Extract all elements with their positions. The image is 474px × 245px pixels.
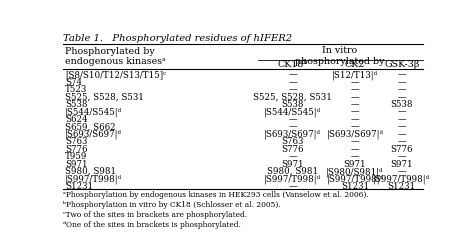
Text: —: —	[398, 152, 406, 161]
Text: —: —	[398, 115, 406, 124]
Text: |S544/S545|ᵈ: |S544/S545|ᵈ	[264, 108, 321, 117]
Text: ᵇPhosphorylation in vitro by CK18 (Schlosser et al. 2005).: ᵇPhosphorylation in vitro by CK18 (Schlo…	[63, 201, 281, 209]
Text: —: —	[288, 182, 297, 191]
Text: S74: S74	[65, 78, 82, 87]
Text: |S997/T998|ᵈ: |S997/T998|ᵈ	[327, 174, 383, 184]
Text: Phosphorylated by
endogenous kinasesᵃ: Phosphorylated by endogenous kinasesᵃ	[65, 47, 165, 66]
Text: S763: S763	[65, 137, 87, 146]
Text: |S12/T13|ᵈ: |S12/T13|ᵈ	[332, 71, 378, 80]
Text: |S693/S697|ᵈ: |S693/S697|ᵈ	[264, 130, 321, 139]
Text: —: —	[398, 85, 406, 94]
Text: —: —	[351, 93, 359, 102]
Text: S776: S776	[65, 145, 87, 154]
Text: T959: T959	[65, 152, 87, 161]
Text: —: —	[351, 115, 359, 124]
Text: —: —	[351, 100, 359, 109]
Text: —: —	[398, 122, 406, 132]
Text: S763: S763	[282, 137, 304, 146]
Text: |S980/S981|ᵈ: |S980/S981|ᵈ	[326, 167, 384, 177]
Text: S538: S538	[65, 100, 87, 109]
Text: T523: T523	[65, 85, 87, 94]
Text: —: —	[351, 145, 359, 154]
Text: —: —	[288, 115, 297, 124]
Text: S1231: S1231	[65, 182, 93, 191]
Text: S980, S981: S980, S981	[65, 167, 116, 176]
Text: —: —	[351, 122, 359, 132]
Text: —: —	[288, 85, 297, 94]
Text: |S997/T998|ᵈ: |S997/T998|ᵈ	[264, 174, 321, 184]
Text: S971: S971	[65, 160, 87, 169]
Text: CK18ᵇ: CK18ᵇ	[277, 60, 308, 69]
Text: S776: S776	[391, 145, 413, 154]
Text: Table 1.   Phosphorylated residues of hIFER2: Table 1. Phosphorylated residues of hIFE…	[63, 34, 292, 43]
Text: —: —	[398, 130, 406, 139]
Text: —: —	[398, 93, 406, 102]
Text: S971: S971	[344, 160, 366, 169]
Text: —: —	[398, 71, 406, 80]
Text: S971: S971	[391, 160, 413, 169]
Text: —: —	[351, 85, 359, 94]
Text: —: —	[398, 167, 406, 176]
Text: ᶜTwo of the sites in brackets are phosphorylated.: ᶜTwo of the sites in brackets are phosph…	[63, 211, 247, 219]
Text: S776: S776	[281, 145, 304, 154]
Text: ᵃPhosphorylation by endogenous kinases in HEK293 cells (Vanselow et al. 2006).: ᵃPhosphorylation by endogenous kinases i…	[63, 191, 369, 199]
Text: —: —	[288, 122, 297, 132]
Text: S624: S624	[65, 115, 87, 124]
Text: —: —	[288, 152, 297, 161]
Text: S525, S528, S531: S525, S528, S531	[253, 93, 332, 102]
Text: S1231: S1231	[341, 182, 369, 191]
Text: |S693/S697|ᵈ: |S693/S697|ᵈ	[327, 130, 383, 139]
Text: S980, S981: S980, S981	[267, 167, 318, 176]
Text: —: —	[398, 108, 406, 117]
Text: S971: S971	[281, 160, 304, 169]
Text: —: —	[351, 108, 359, 117]
Text: |S997/T998|ᵈ: |S997/T998|ᵈ	[373, 174, 430, 184]
Text: S1231: S1231	[388, 182, 416, 191]
Text: |S693/S697|ᵈ: |S693/S697|ᵈ	[65, 130, 122, 139]
Text: |S997/T998|ᵈ: |S997/T998|ᵈ	[65, 174, 122, 184]
Text: —: —	[351, 152, 359, 161]
Text: —: —	[398, 137, 406, 146]
Text: —: —	[288, 78, 297, 87]
Text: S538: S538	[281, 100, 304, 109]
Text: S525, S528, S531: S525, S528, S531	[65, 93, 144, 102]
Text: In vitro
phosphorylated by: In vitro phosphorylated by	[295, 46, 384, 66]
Text: [S8/S10/T12/S13/T15]ᶜ: [S8/S10/T12/S13/T15]ᶜ	[65, 71, 166, 80]
Text: —: —	[398, 78, 406, 87]
Text: —: —	[351, 137, 359, 146]
Text: S538: S538	[391, 100, 413, 109]
Text: —: —	[288, 71, 297, 80]
Text: |S544/S545|ᵈ: |S544/S545|ᵈ	[65, 108, 122, 117]
Text: —: —	[351, 78, 359, 87]
Text: S659, S662: S659, S662	[65, 122, 115, 132]
Text: ᵈOne of the sites in brackets is phosphorylated.: ᵈOne of the sites in brackets is phospho…	[63, 221, 241, 229]
Text: GSK-3β: GSK-3β	[384, 60, 419, 69]
Text: CK2: CK2	[345, 60, 365, 69]
